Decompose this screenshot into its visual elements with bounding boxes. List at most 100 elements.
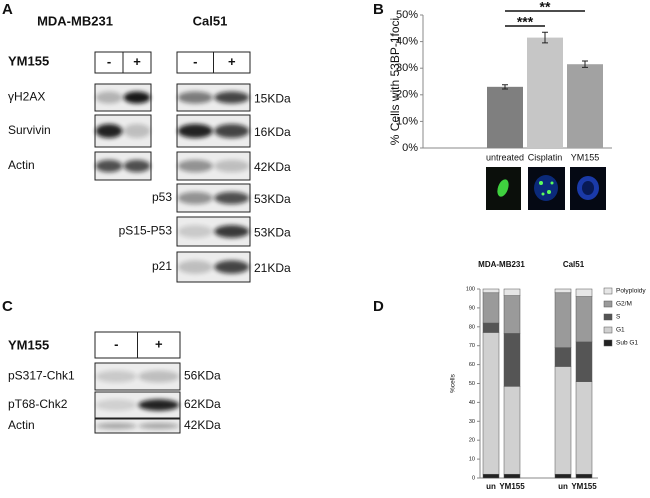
group-label: Cal51 — [563, 260, 585, 269]
bar-segment — [554, 292, 572, 348]
band — [95, 159, 123, 173]
x-tick-label: YM155 — [571, 152, 600, 162]
band — [138, 422, 180, 430]
band — [95, 91, 123, 104]
panel-label: A — [2, 1, 13, 18]
y-tick-label: 70 — [469, 343, 475, 349]
x-tick-label: YM155 — [571, 482, 597, 491]
bar-segment — [554, 473, 572, 479]
bar-segment — [503, 288, 521, 296]
bar-segment — [554, 347, 572, 367]
cell-line: Cal51 — [193, 13, 228, 28]
band — [95, 370, 137, 383]
cell-line: MDA-MB231 — [37, 13, 113, 28]
protein-label: pS317-Chk1 — [8, 369, 75, 383]
y-axis-title: %cells — [450, 373, 457, 393]
band — [95, 422, 137, 430]
y-tick-label: 80 — [469, 324, 475, 330]
condition: - — [193, 54, 197, 69]
bar-segment — [554, 288, 572, 294]
protein-label: Actin — [8, 158, 35, 172]
condition: - — [114, 336, 118, 351]
size-label: 53KDa — [254, 226, 291, 240]
legend-swatch — [603, 326, 613, 334]
size-label: 56KDa — [184, 369, 221, 383]
microscopy-images — [486, 167, 606, 210]
protein-label: p21 — [152, 259, 172, 273]
band — [95, 399, 137, 411]
x-tick-label: untreated — [486, 152, 524, 162]
band — [123, 91, 151, 104]
x-tick-label: un — [558, 482, 568, 491]
y-tick-label: 40 — [469, 400, 475, 406]
bar-segment — [575, 473, 593, 479]
blot — [94, 418, 181, 434]
protein-label: pS15-P53 — [119, 224, 173, 238]
band — [123, 159, 151, 173]
band — [214, 191, 250, 205]
y-tick-label: 20 — [469, 438, 475, 444]
legend-label: S — [616, 314, 621, 321]
bar-segment — [482, 288, 500, 294]
size-label: 42KDa — [184, 418, 221, 432]
band — [123, 123, 151, 139]
band — [214, 225, 250, 238]
y-tick-label: 10 — [469, 457, 475, 463]
band — [177, 123, 213, 139]
y-tick-label: 90 — [469, 305, 475, 311]
bar-segment — [482, 332, 500, 475]
x-tick-label: YM155 — [499, 482, 525, 491]
bar-segment — [482, 322, 500, 333]
y-tick-label: 30 — [469, 419, 475, 425]
y-tick-label: 50 — [469, 381, 475, 387]
bar — [527, 37, 563, 148]
protein-label: Actin — [8, 418, 35, 432]
band — [214, 91, 250, 104]
condition: + — [133, 54, 141, 69]
protein-label: p53 — [152, 190, 172, 204]
size-label: 16KDa — [254, 125, 291, 139]
bar-segment — [575, 288, 593, 297]
y-tick-label: 40% — [396, 36, 418, 48]
band — [95, 123, 123, 139]
y-tick-label: 0 — [472, 475, 475, 481]
legend-label: G1 — [616, 327, 625, 334]
bar-segment — [482, 292, 500, 324]
y-tick-label: 10% — [396, 115, 418, 127]
x-tick-label: un — [486, 482, 496, 491]
bar — [487, 86, 523, 148]
error-bar — [582, 60, 588, 68]
size-label: 53KDa — [254, 192, 291, 206]
protein-label: pT68-Chk2 — [8, 397, 68, 411]
y-tick-label: 0% — [402, 142, 418, 154]
bar — [567, 64, 603, 148]
y-tick-label: 30% — [396, 62, 418, 74]
x-tick-label: Cisplatin — [528, 152, 563, 162]
band — [138, 399, 180, 411]
band — [214, 123, 250, 139]
size-label: 15KDa — [254, 92, 291, 106]
error-bar — [502, 84, 508, 90]
band — [214, 260, 250, 274]
band — [177, 225, 213, 238]
panel-label: C — [2, 298, 13, 315]
legend-label: Sub G1 — [616, 340, 638, 347]
band — [177, 260, 213, 274]
group-label: MDA-MB231 — [478, 260, 525, 269]
significance-label: *** — [517, 14, 534, 30]
y-axis-title: % Cells with 53BP-1foci — [388, 18, 402, 145]
y-tick-label: 50% — [396, 9, 418, 21]
condition: + — [228, 54, 236, 69]
legend-swatch — [603, 300, 613, 308]
band — [177, 91, 213, 104]
bar-segment — [482, 473, 500, 479]
protein-label: Survivin — [8, 123, 51, 137]
bar-segment — [575, 381, 593, 475]
panel-label: B — [373, 1, 384, 18]
condition: + — [155, 336, 163, 351]
band — [214, 159, 250, 173]
size-label: 62KDa — [184, 397, 221, 411]
bar-segment — [554, 366, 572, 475]
band — [177, 191, 213, 205]
